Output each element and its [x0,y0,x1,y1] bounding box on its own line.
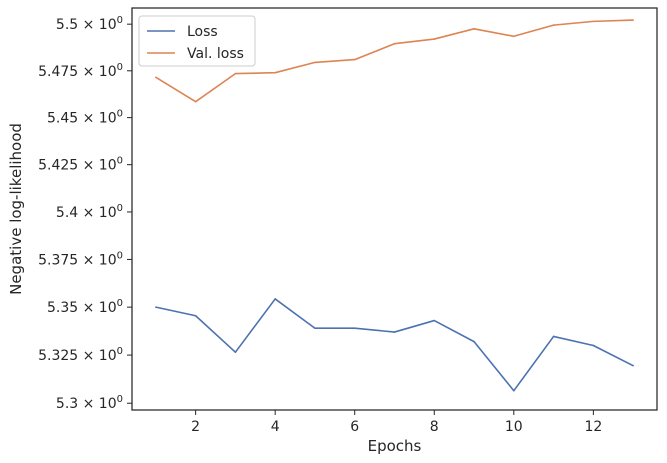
data-point [592,344,595,347]
y-tick-label: 5.35 × 100 [47,298,123,316]
data-point [194,314,197,317]
data-point [393,331,396,333]
data-point [234,72,237,75]
data-point [632,19,634,21]
data-point [552,335,555,338]
y-tick-label: 5.4 × 100 [56,203,123,221]
x-tick-label: 4 [271,419,280,435]
data-point [513,389,515,392]
data-point [513,35,515,38]
y-tick-label: 5.325 × 100 [38,346,123,364]
y-tick-label: 5.3 × 100 [56,394,123,412]
series-layer [155,19,634,392]
y-tick-label: 5.475 × 100 [38,62,123,80]
legend-label-val-loss: Val. loss [187,46,244,62]
data-point [194,100,197,103]
data-point [393,42,396,45]
data-point [473,28,475,30]
legend: Loss Val. loss [138,15,256,67]
data-point [155,306,157,308]
y-tick-label: 5.425 × 100 [38,156,123,174]
data-point [433,319,436,322]
x-tick-label: 8 [430,419,439,435]
plot-frame [131,7,658,411]
series-line-loss [155,298,634,392]
data-point [274,71,276,74]
y-tick-label: 5.375 × 100 [38,250,123,268]
ticks-layer: 2 4 6 8 10 12 5.3 × 100 5.325 × 100 5.35 × 100 5.… [38,15,602,435]
data-point [274,298,276,300]
y-tick-label: 5.45 × 100 [47,109,123,127]
x-tick-label: 10 [505,419,523,435]
data-point [592,20,595,23]
legend-label-loss: Loss [187,24,218,40]
x-tick-label: 2 [191,419,200,435]
data-point [632,364,634,367]
x-tick-label: 12 [584,419,602,435]
x-tick-label: 6 [350,419,359,435]
x-axis-label: Epochs [368,437,422,455]
data-point [353,327,356,330]
data-point [353,58,356,61]
data-point [234,351,237,353]
y-tick-label: 5.5 × 100 [56,15,123,33]
data-point [314,327,316,330]
y-axis-label: Negative log-likelihood [7,123,25,295]
data-point [552,24,555,26]
data-point [155,76,157,79]
data-point [473,340,475,343]
data-point [433,38,436,40]
data-point [314,61,316,64]
